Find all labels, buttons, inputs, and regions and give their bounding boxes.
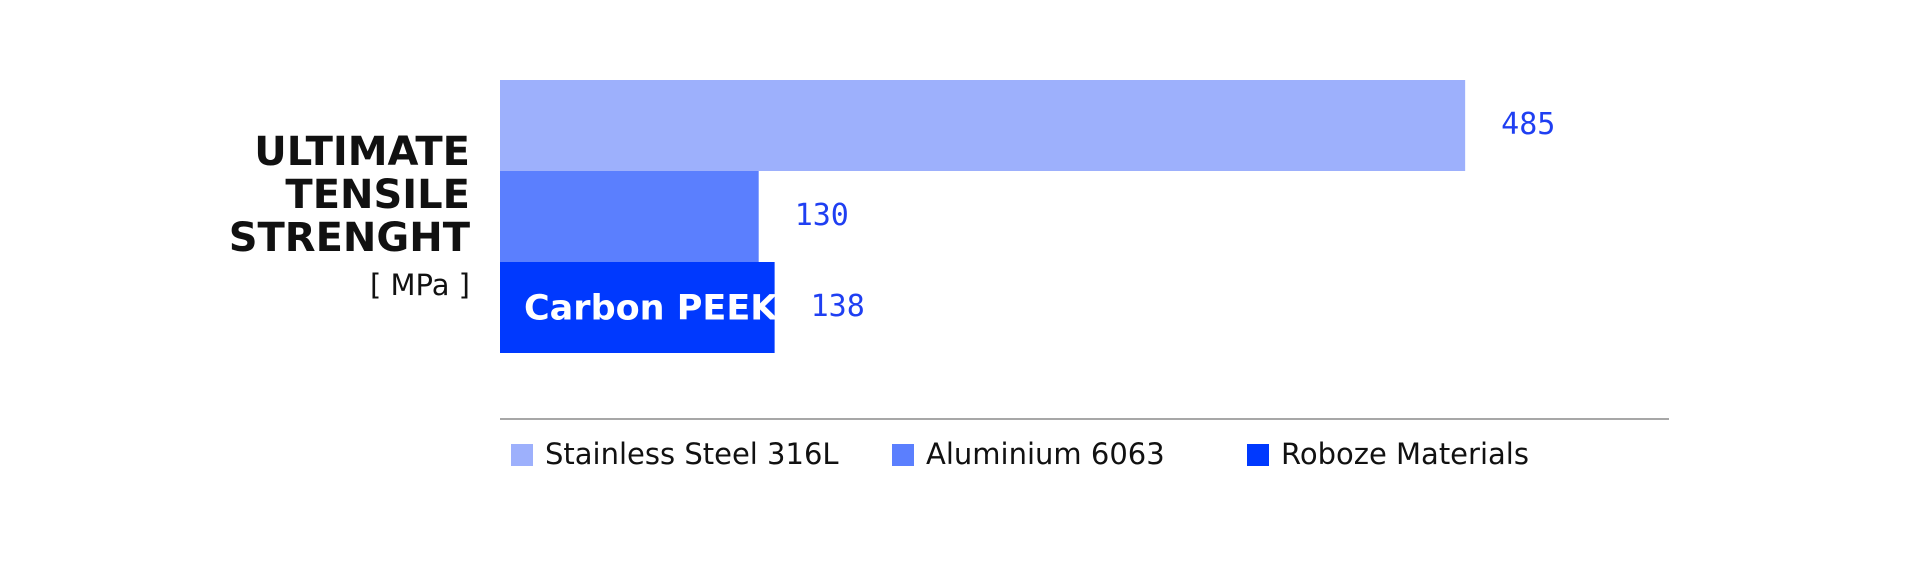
value-label: 138 — [811, 289, 865, 324]
legend-swatch — [1247, 444, 1269, 466]
bar — [500, 80, 1466, 171]
legend-label: Roboze Materials — [1281, 437, 1529, 471]
legend-label: Stainless Steel 316L — [545, 437, 839, 471]
legend-swatch — [511, 444, 533, 466]
legend-label: Aluminium 6063 — [926, 437, 1165, 471]
bar — [500, 262, 775, 353]
chart-title: TENSILE — [285, 172, 470, 218]
value-label: 130 — [795, 198, 849, 233]
chart-title: ULTIMATE — [254, 129, 470, 175]
unit-label: [ MPa ] — [370, 268, 470, 302]
legend-swatch — [892, 444, 914, 466]
bar-label: Carbon PEEK — [524, 289, 779, 329]
bar — [500, 171, 759, 262]
chart-title: STRENGHT — [229, 215, 471, 261]
value-label: 485 — [1501, 107, 1555, 142]
